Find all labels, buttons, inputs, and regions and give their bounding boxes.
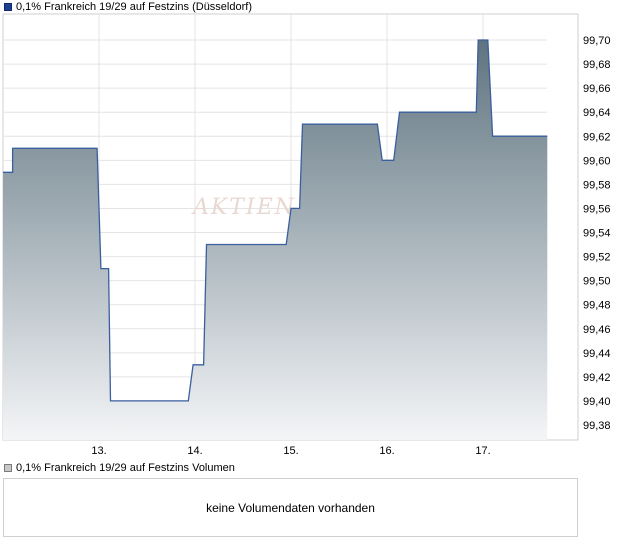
- y-tick-label: 99,66: [583, 83, 611, 95]
- volume-legend: 0,1% Frankreich 19/29 auf Festzins Volum…: [4, 461, 235, 475]
- y-tick-label: 99,52: [583, 252, 611, 264]
- y-tick-label: 99,44: [583, 348, 611, 360]
- price-legend-label: 0,1% Frankreich 19/29 auf Festzins (Düss…: [16, 1, 252, 13]
- y-tick-label: 99,56: [583, 203, 611, 215]
- y-tick-label: 99,68: [583, 59, 611, 71]
- y-axis: 99,38 99,40 99,42 99,44 99,46 99,48 99,50 99,52…: [583, 35, 611, 432]
- x-tick-label: 13.: [91, 445, 106, 457]
- y-tick-label: 99,62: [583, 131, 611, 143]
- x-tick-label: 16.: [379, 445, 394, 457]
- y-tick-label: 99,64: [583, 107, 611, 119]
- y-tick-label: 99,70: [583, 35, 611, 47]
- price-chart: AKTIEN 99,3899,4099,4299,4499,4699,4899,…: [2, 13, 611, 457]
- x-tick-label: 14.: [187, 445, 202, 457]
- y-tick-label: 99,58: [583, 179, 611, 191]
- volume-legend-label: 0,1% Frankreich 19/29 auf Festzins Volum…: [16, 462, 235, 474]
- price-area: [3, 40, 548, 440]
- x-tick-label: 15.: [283, 445, 298, 457]
- y-tick-label: 99,50: [583, 276, 611, 288]
- price-line: [3, 39, 548, 402]
- watermark: AKTIEN: [191, 195, 296, 220]
- volume-legend-swatch: [4, 464, 12, 472]
- price-legend: 0,1% Frankreich 19/29 auf Festzins (Düss…: [4, 0, 252, 14]
- y-tick-label: 99,40: [583, 396, 611, 408]
- y-tick-label: 99,54: [583, 228, 611, 240]
- volume-panel: keine Volumendaten vorhanden: [3, 478, 578, 537]
- y-tick-label: 99,38: [583, 420, 611, 432]
- x-axis: 13. 14. 15. 16. 17.: [91, 445, 490, 457]
- y-tick-label: 99,48: [583, 300, 611, 312]
- y-tick-label: 99,46: [583, 324, 611, 336]
- volume-empty-message: keine Volumendaten vorhanden: [206, 500, 375, 515]
- y-tick-label: 99,42: [583, 372, 611, 384]
- x-tick-label: 17.: [475, 445, 490, 457]
- y-tick-label: 99,60: [583, 155, 611, 167]
- price-legend-swatch: [4, 3, 12, 11]
